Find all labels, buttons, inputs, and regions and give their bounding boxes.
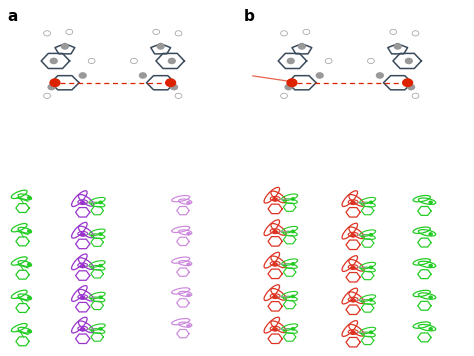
Circle shape (81, 265, 85, 268)
Circle shape (62, 44, 68, 49)
Circle shape (369, 234, 373, 236)
Circle shape (429, 296, 432, 298)
Circle shape (166, 79, 175, 87)
Circle shape (281, 93, 287, 98)
Circle shape (157, 44, 164, 49)
Circle shape (292, 198, 294, 200)
Circle shape (285, 84, 292, 90)
Circle shape (27, 263, 31, 266)
Circle shape (351, 234, 355, 237)
Circle shape (44, 93, 50, 98)
Circle shape (412, 93, 419, 98)
Circle shape (27, 230, 31, 232)
Circle shape (292, 230, 294, 233)
Circle shape (27, 297, 31, 299)
Circle shape (273, 295, 277, 298)
Text: a: a (7, 9, 18, 24)
Circle shape (369, 331, 373, 334)
Circle shape (44, 31, 50, 36)
Circle shape (273, 198, 277, 201)
Text: b: b (244, 9, 255, 24)
Circle shape (303, 29, 310, 35)
Circle shape (168, 58, 175, 64)
Circle shape (369, 266, 373, 268)
Circle shape (175, 93, 182, 98)
Circle shape (287, 58, 294, 64)
Circle shape (81, 233, 85, 236)
Circle shape (292, 328, 294, 330)
Circle shape (351, 266, 355, 269)
Circle shape (99, 296, 102, 298)
Circle shape (281, 31, 287, 36)
Circle shape (27, 197, 31, 199)
Circle shape (88, 58, 95, 64)
Circle shape (66, 29, 73, 35)
Circle shape (429, 328, 432, 330)
Circle shape (429, 265, 432, 267)
Circle shape (81, 201, 85, 204)
Circle shape (273, 263, 277, 266)
Circle shape (187, 202, 190, 204)
Circle shape (273, 328, 277, 331)
Circle shape (287, 79, 297, 87)
Circle shape (187, 325, 190, 327)
Circle shape (81, 296, 85, 299)
Circle shape (187, 232, 190, 235)
Circle shape (48, 84, 55, 90)
Circle shape (376, 73, 383, 78)
Circle shape (408, 84, 414, 90)
Circle shape (99, 265, 102, 267)
Circle shape (351, 201, 355, 204)
Circle shape (99, 233, 102, 235)
Circle shape (429, 201, 432, 204)
Circle shape (99, 201, 102, 204)
Circle shape (153, 29, 160, 35)
Circle shape (139, 73, 146, 78)
Circle shape (292, 263, 294, 265)
Circle shape (81, 328, 85, 331)
Circle shape (99, 328, 102, 330)
Circle shape (405, 58, 412, 64)
Circle shape (369, 201, 373, 204)
Circle shape (50, 79, 60, 87)
Circle shape (130, 58, 137, 64)
Circle shape (292, 295, 294, 298)
Circle shape (187, 294, 190, 297)
Circle shape (187, 263, 190, 266)
Circle shape (412, 31, 419, 36)
Circle shape (394, 44, 401, 49)
Circle shape (403, 79, 412, 87)
Circle shape (429, 233, 432, 235)
Circle shape (351, 299, 355, 302)
Circle shape (175, 31, 182, 36)
Circle shape (367, 58, 374, 64)
Circle shape (351, 331, 355, 334)
Circle shape (316, 73, 323, 78)
Circle shape (171, 84, 177, 90)
Circle shape (299, 44, 305, 49)
Circle shape (79, 73, 86, 78)
Circle shape (369, 299, 373, 301)
Circle shape (27, 330, 31, 332)
Circle shape (50, 58, 57, 64)
Circle shape (325, 58, 332, 64)
Circle shape (273, 230, 277, 234)
Circle shape (390, 29, 397, 35)
